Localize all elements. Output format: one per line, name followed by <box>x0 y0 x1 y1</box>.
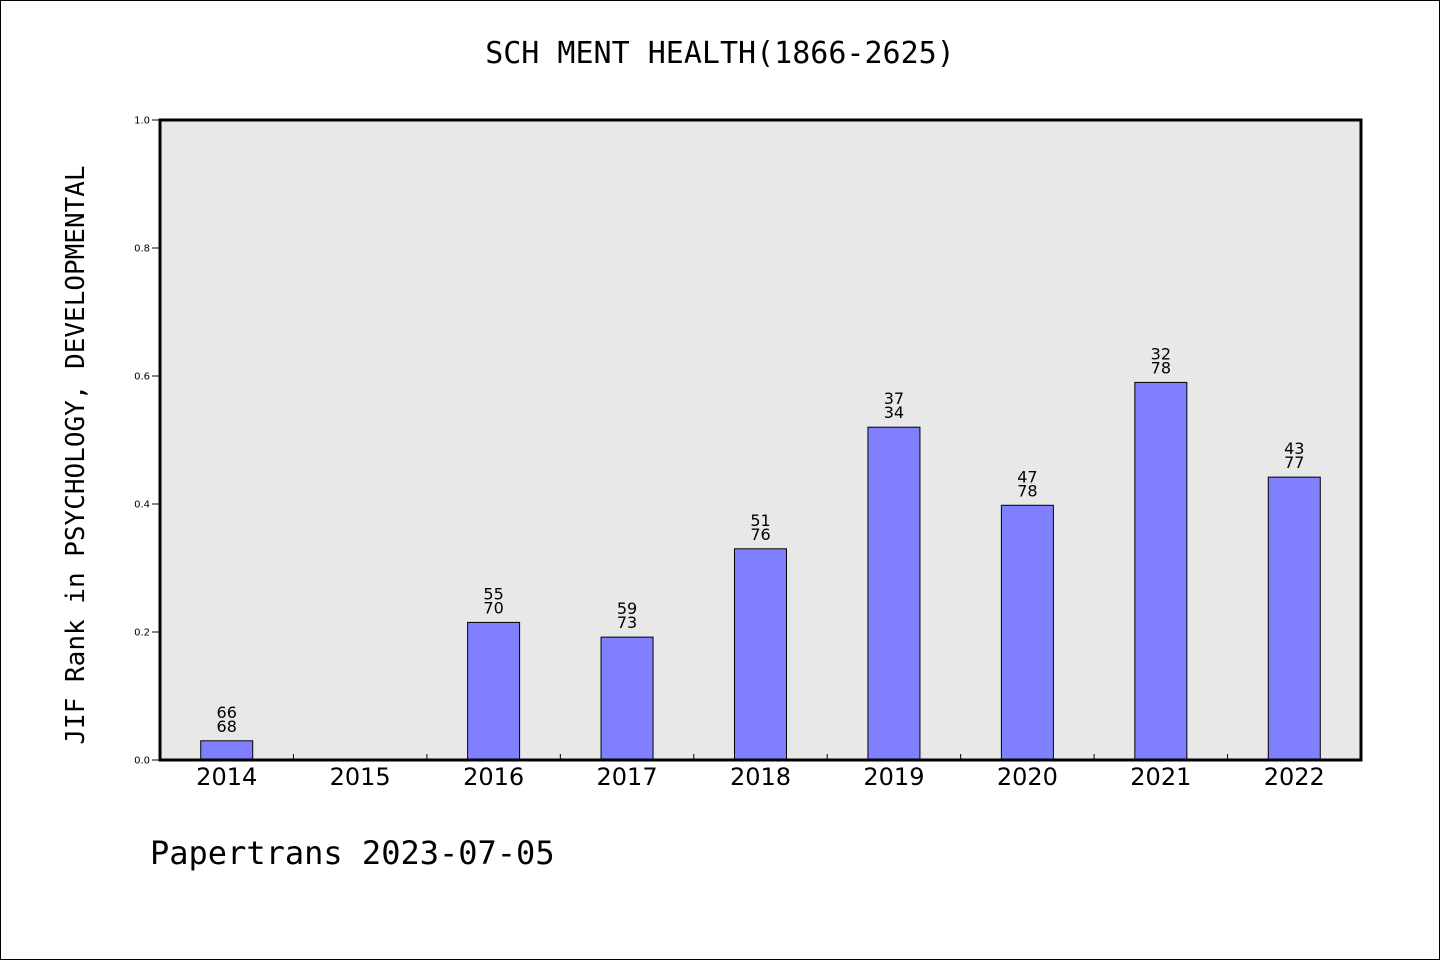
y-tick-label: 1.0 <box>134 116 150 127</box>
bar <box>1134 381 1188 761</box>
chart-title: SCH MENT HEALTH(1866-2625) <box>485 36 955 71</box>
bar-label-bottom: 70 <box>483 598 503 617</box>
bar-label-bottom: 76 <box>750 525 770 544</box>
x-tick-label: 2020 <box>997 763 1058 791</box>
bar-label-top: 66 <box>217 703 237 722</box>
bar-label-top: 59 <box>617 599 637 618</box>
y-tick-label: 0.6 <box>134 372 150 383</box>
bar <box>734 548 787 761</box>
x-tick-label: 2018 <box>730 763 791 791</box>
x-tick-label: 2016 <box>463 763 524 791</box>
bar <box>1000 504 1054 761</box>
bar-label-top: 55 <box>483 584 503 603</box>
x-tick-label: 2022 <box>1264 763 1325 791</box>
plot-border <box>158 118 1363 762</box>
x-tick-label: 2015 <box>330 763 391 791</box>
bar <box>600 636 654 761</box>
x-tick-label: 2021 <box>1130 763 1191 791</box>
bar-label-top: 51 <box>750 511 770 530</box>
bar-label-bottom: 73 <box>617 613 637 632</box>
y-tick-label: 0.8 <box>134 244 150 255</box>
bar <box>200 740 254 761</box>
bar-label-top: 32 <box>1151 344 1171 363</box>
bar-label-bottom: 78 <box>1017 481 1037 500</box>
bar-label-bottom: 68 <box>217 717 237 736</box>
bar-label-top: 47 <box>1017 467 1037 486</box>
bar-label-bottom: 34 <box>884 403 904 422</box>
bar <box>867 426 921 761</box>
bar-label-top: 43 <box>1284 439 1304 458</box>
x-tick-label: 2017 <box>597 763 658 791</box>
x-tick-label: 2019 <box>863 763 924 791</box>
bar-label-top: 37 <box>884 389 904 408</box>
bar <box>1267 476 1321 761</box>
x-tick-label: 2014 <box>196 763 257 791</box>
y-tick-label: 0.0 <box>134 756 150 767</box>
bar-label-bottom: 78 <box>1151 358 1171 377</box>
y-tick-label: 0.4 <box>134 500 150 511</box>
y-tick-label: 0.2 <box>134 628 150 639</box>
bar-label-bottom: 77 <box>1284 453 1304 472</box>
footer-text: Papertrans 2023-07-05 <box>150 834 555 872</box>
bar <box>467 621 521 761</box>
